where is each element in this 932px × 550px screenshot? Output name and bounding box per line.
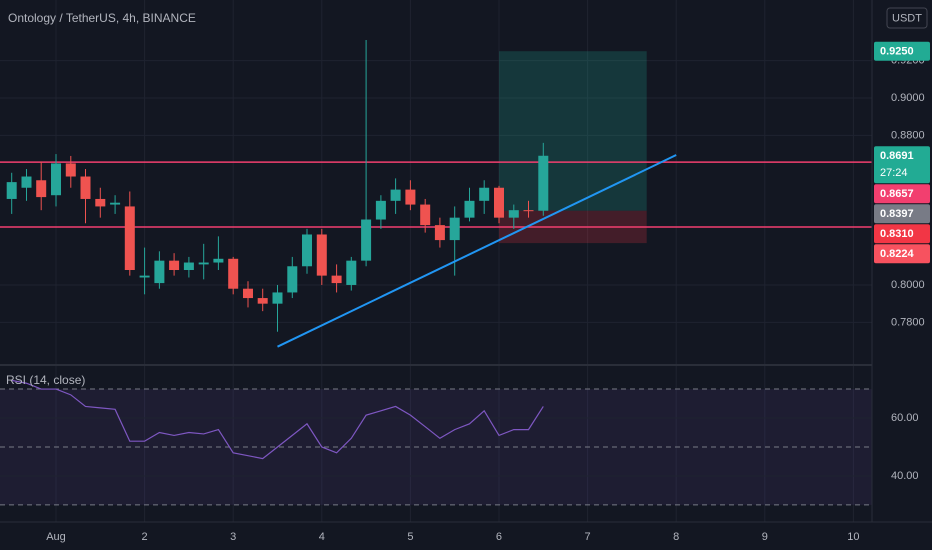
candle-body [183, 262, 194, 271]
candle-body [390, 189, 401, 201]
x-tick-label: 10 [847, 531, 859, 543]
price-label: 0.8657 [880, 188, 914, 200]
price-label-box [874, 146, 930, 184]
candle-body [464, 200, 475, 218]
y-tick-label: 0.9000 [891, 92, 925, 104]
currency-box[interactable] [886, 7, 928, 29]
position-profit [498, 51, 647, 211]
candle-body [538, 155, 549, 211]
x-tick-label: 6 [496, 531, 502, 543]
candle-body [287, 266, 298, 293]
countdown: 27:24 [880, 167, 908, 179]
candle-body [316, 234, 327, 276]
candle-body [272, 292, 283, 304]
price-label: 0.8397 [880, 208, 914, 220]
candle-body [434, 225, 445, 241]
price-label-box [874, 244, 930, 264]
x-tick-label: 8 [673, 531, 679, 543]
candle-body [50, 163, 61, 196]
rsi-title: RSI (14, close) [6, 373, 85, 387]
candle-body [375, 200, 386, 220]
candle-body [301, 234, 312, 267]
candle-body [80, 176, 91, 199]
candle-body [242, 288, 253, 299]
candle-body [493, 187, 504, 218]
candle-body [523, 210, 534, 212]
candle-body [257, 298, 268, 304]
price-label: 0.9250 [880, 46, 914, 58]
candle-body [420, 204, 431, 226]
y-tick-label: 0.8000 [891, 279, 925, 291]
y-tick-label: 0.8800 [891, 129, 925, 141]
candle-body [6, 182, 17, 199]
price-label: 0.8691 [880, 150, 914, 162]
candle-body [154, 260, 165, 284]
candle-body [95, 198, 106, 207]
price-label-box [874, 184, 930, 204]
candle-body [361, 219, 372, 261]
chart-title: Ontology / TetherUS, 4h, BINANCE [8, 11, 196, 25]
x-tick-label: 3 [230, 531, 236, 543]
candle-body [346, 260, 357, 285]
trendline [277, 154, 677, 348]
candle-body [331, 275, 342, 284]
candle-body [124, 206, 135, 271]
candle-body [405, 189, 416, 205]
candle-body [169, 260, 180, 271]
candle-body [110, 202, 121, 205]
candle-body [21, 176, 32, 188]
candle-body [65, 163, 76, 177]
y-tick-label: 0.7800 [891, 316, 925, 328]
x-tick-label: 4 [319, 531, 325, 543]
candle-body [139, 275, 150, 278]
rsi-tick-label: 60.00 [891, 412, 919, 424]
x-tick-label: Aug [46, 531, 66, 543]
candle-body [449, 217, 460, 241]
candle-body [228, 258, 239, 289]
price-label-box [874, 204, 930, 224]
price-label: 0.8310 [880, 228, 914, 240]
candle-body [508, 210, 519, 218]
currency[interactable]: USDT [892, 12, 922, 24]
rsi-tick-label: 40.00 [891, 470, 919, 482]
x-tick-label: 5 [407, 531, 413, 543]
candle-body [198, 262, 209, 265]
rsi-line [11, 379, 544, 460]
price-label-box [874, 224, 930, 244]
x-tick-label: 7 [585, 531, 591, 543]
candle-body [36, 180, 47, 198]
price-label-box [874, 41, 930, 61]
candle-body [479, 187, 490, 201]
x-tick-label: 9 [762, 531, 768, 543]
candle-body [213, 258, 224, 263]
price-label: 0.8224 [880, 248, 915, 260]
x-tick-label: 2 [142, 531, 148, 543]
